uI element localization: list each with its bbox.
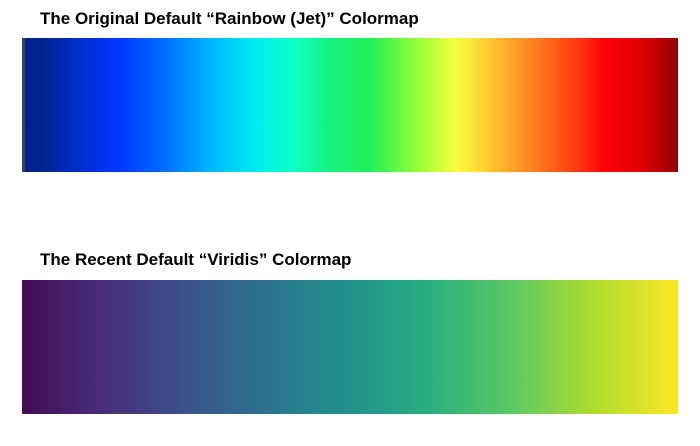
- jet-colormap-bar: [22, 38, 678, 172]
- viridis-colormap-title: The Recent Default “Viridis” Colormap: [40, 250, 352, 269]
- viridis-colormap-bar: [22, 280, 678, 414]
- jet-colormap-title: The Original Default “Rainbow (Jet)” Col…: [40, 9, 419, 28]
